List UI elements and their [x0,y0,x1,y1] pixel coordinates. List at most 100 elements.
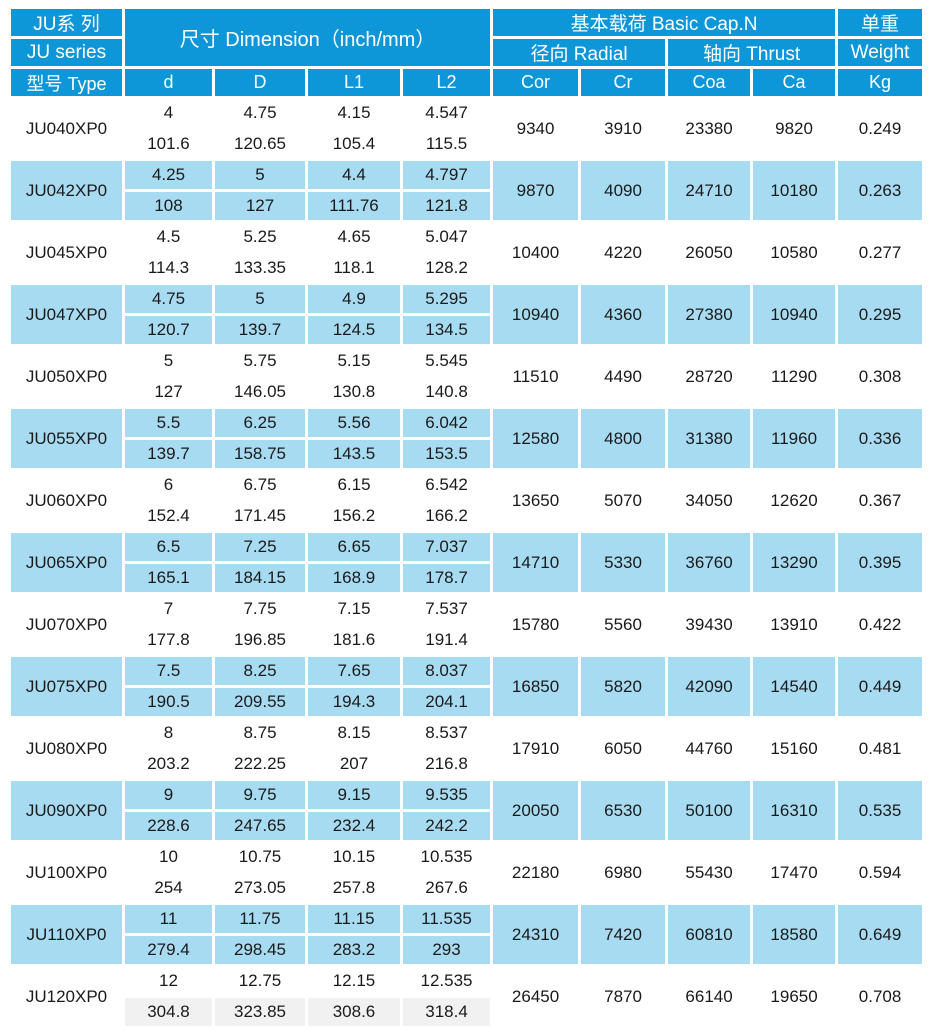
load-cell: 14540 [750,654,839,719]
basic-capacity-header: 基本载荷 Basic Cap.N [490,6,839,39]
table-row-mm: 152.4 171.45 156.2 166.2 [10,499,924,533]
dim-mm-cell: 101.6 [122,127,215,161]
weight-cell: 0.422 [835,592,926,657]
dim-inch-cell: 5.56 [305,406,403,440]
dim-inch-cell: 11.75 [212,902,308,936]
dim-mm-cell: 124.5 [305,313,403,347]
weight-cell: 0.535 [835,778,926,843]
dim-mm-cell: 196.85 [212,623,308,657]
dim-inch-cell: 5 [212,282,308,316]
dim-inch-cell: 6.75 [212,468,308,502]
col-header-L1: L1 [305,66,403,99]
table-body: JU040XP0 4 4.75 4.15 4.547 9340 3910 23380 9820 0… [8,96,926,1029]
dim-inch-cell: 10.535 [399,840,494,874]
dim-inch-cell: 5.15 [305,344,403,378]
dim-mm-cell: 143.5 [305,437,403,471]
load-cell: 13910 [750,592,839,657]
model-cell: JU090XP0 [8,778,125,843]
table-row-inch: JU070XP0 7 7.75 7.15 7.537 15780 5560 39430 1391… [8,592,926,657]
col-header-Cr: Cr [578,66,669,99]
load-cell: 22180 [490,840,582,905]
load-cell: 16850 [490,654,582,719]
table-row-inch: JU120XP0 12 12.75 12.15 12.535 26450 7870 66140… [8,964,926,1029]
load-cell: 15160 [750,716,839,781]
bearing-spec-table: JU系 列 尺寸 Dimension（inch/mm） 基本载荷 Basic C… [8,6,926,1029]
load-cell: 31380 [665,406,754,471]
dim-mm-cell: 111.76 [305,189,403,223]
load-cell: 11290 [750,344,839,409]
weight-cell: 0.481 [835,716,926,781]
dim-inch-cell: 4.75 [122,282,215,316]
dim-mm-cell: 105.4 [305,127,403,161]
dim-mm-cell: 168.9 [305,561,403,595]
load-cell: 5560 [578,592,669,657]
col-header-D: D [212,66,308,99]
dim-mm-cell: 267.6 [399,871,494,905]
load-cell: 26050 [665,220,754,285]
dim-mm-cell: 194.3 [305,685,403,719]
dim-mm-cell: 118.1 [305,251,403,285]
load-cell: 10580 [750,220,839,285]
dim-mm-cell: 156.2 [305,499,403,533]
dim-mm-cell: 184.15 [212,561,308,595]
dim-mm-cell: 247.65 [212,809,308,843]
dim-inch-cell: 9.535 [399,778,494,812]
model-cell: JU075XP0 [8,654,125,719]
dim-mm-cell: 127 [212,189,308,223]
load-cell: 24310 [490,902,582,967]
dim-inch-cell: 8.037 [399,654,494,688]
weight-cell: 0.594 [835,840,926,905]
load-cell: 14710 [490,530,582,595]
load-cell: 27380 [665,282,754,347]
dim-mm-cell: 257.8 [305,871,403,905]
dim-inch-cell: 4.65 [305,220,403,254]
load-cell: 23380 [665,96,754,161]
load-cell: 5070 [578,468,669,533]
model-cell: JU050XP0 [8,344,125,409]
weight-label-zh: 单重 [835,6,926,39]
dim-inch-cell: 5.5 [122,406,215,440]
load-cell: 4490 [578,344,669,409]
load-cell: 11960 [750,406,839,471]
load-cell: 20050 [490,778,582,843]
dim-inch-cell: 8.75 [212,716,308,750]
table-row-inch: JU042XP0 4.25 5 4.4 4.797 9870 4090 24710 10180 0… [8,158,926,223]
load-cell: 4220 [578,220,669,285]
table-row-mm: 279.4 298.45 283.2 293 [10,933,924,967]
dim-mm-cell: 191.4 [399,623,494,657]
load-cell: 4090 [578,158,669,223]
load-cell: 13290 [750,530,839,595]
dim-inch-cell: 5.25 [212,220,308,254]
col-header-Ca: Ca [750,66,839,99]
dim-inch-cell: 6.042 [399,406,494,440]
load-cell: 10400 [490,220,582,285]
load-cell: 6530 [578,778,669,843]
dim-mm-cell: 139.7 [122,437,215,471]
load-cell: 17470 [750,840,839,905]
dim-inch-cell: 12 [122,964,215,998]
load-cell: 4800 [578,406,669,471]
table-row-inch: JU040XP0 4 4.75 4.15 4.547 9340 3910 23380 9820 0… [8,96,926,161]
dimension-header: 尺寸 Dimension（inch/mm） [121,6,494,69]
load-cell: 5330 [578,530,669,595]
weight-cell: 0.295 [835,282,926,347]
dim-inch-cell: 5.545 [399,344,494,378]
dim-inch-cell: 9.15 [305,778,403,812]
dim-mm-cell: 254 [122,871,215,905]
table-row-mm: 203.2 222.25 207 216.8 [10,747,924,781]
model-cell: JU070XP0 [8,592,125,657]
table-row-inch: JU065XP0 6.5 7.25 6.65 7.037 14710 5330 36760 13… [8,530,926,595]
table-row-mm: 127 146.05 130.8 140.8 [10,375,924,409]
load-cell: 19650 [750,964,839,1029]
load-cell: 34050 [665,468,754,533]
dim-mm-cell: 283.2 [305,933,403,967]
load-cell: 50100 [665,778,754,843]
load-cell: 13650 [490,468,582,533]
dim-inch-cell: 11 [122,902,215,936]
dim-inch-cell: 7.65 [305,654,403,688]
table-row-mm: 114.3 133.35 118.1 128.2 [10,251,924,285]
dim-mm-cell: 166.2 [399,499,494,533]
load-cell: 39430 [665,592,754,657]
dim-inch-cell: 8.25 [212,654,308,688]
header-row-1: JU系 列 尺寸 Dimension（inch/mm） 基本载荷 Basic C… [8,6,926,69]
